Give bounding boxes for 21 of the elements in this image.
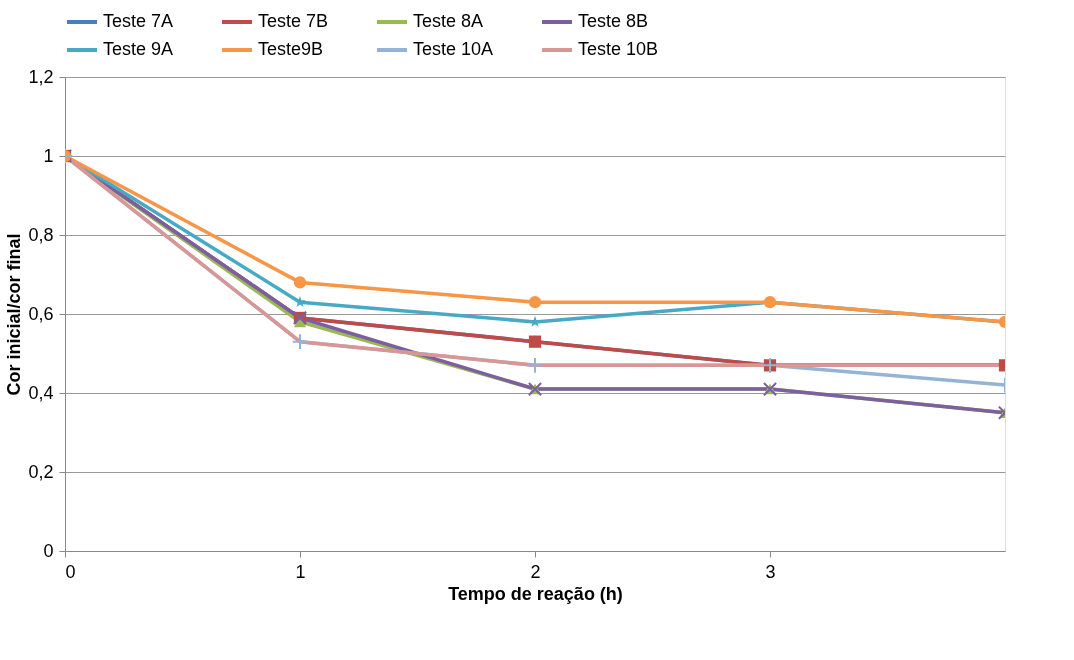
y-axis-title: Cor inicial/cor final: [4, 233, 25, 396]
y-tick-label: 0,2: [28, 461, 54, 482]
legend-label: Teste 8B: [578, 11, 649, 31]
y-tick-label: 0,8: [28, 224, 54, 245]
x-tick-label: 1: [295, 561, 306, 582]
y-tick-label: 0,4: [28, 382, 54, 403]
legend-label: Teste 10B: [578, 39, 659, 59]
y-tick-label: 0: [43, 540, 54, 561]
y-tick-label: 1,2: [28, 66, 54, 87]
x-tick-label: 0: [65, 561, 76, 582]
y-tick-label: 0,6: [28, 303, 54, 324]
legend-label: Teste 7A: [103, 11, 174, 31]
legend-label: Teste 10A: [413, 39, 494, 59]
x-tick-label: 3: [765, 561, 776, 582]
x-axis-title: Tempo de reação (h): [448, 583, 623, 604]
x-tick-label: 2: [530, 561, 541, 582]
y-tick-label: 1: [43, 145, 54, 166]
legend-label: Teste 9A: [103, 39, 174, 59]
legend-label: Teste 8A: [413, 11, 484, 31]
legend-label: Teste9B: [258, 39, 324, 59]
legend-label: Teste 7B: [258, 11, 329, 31]
